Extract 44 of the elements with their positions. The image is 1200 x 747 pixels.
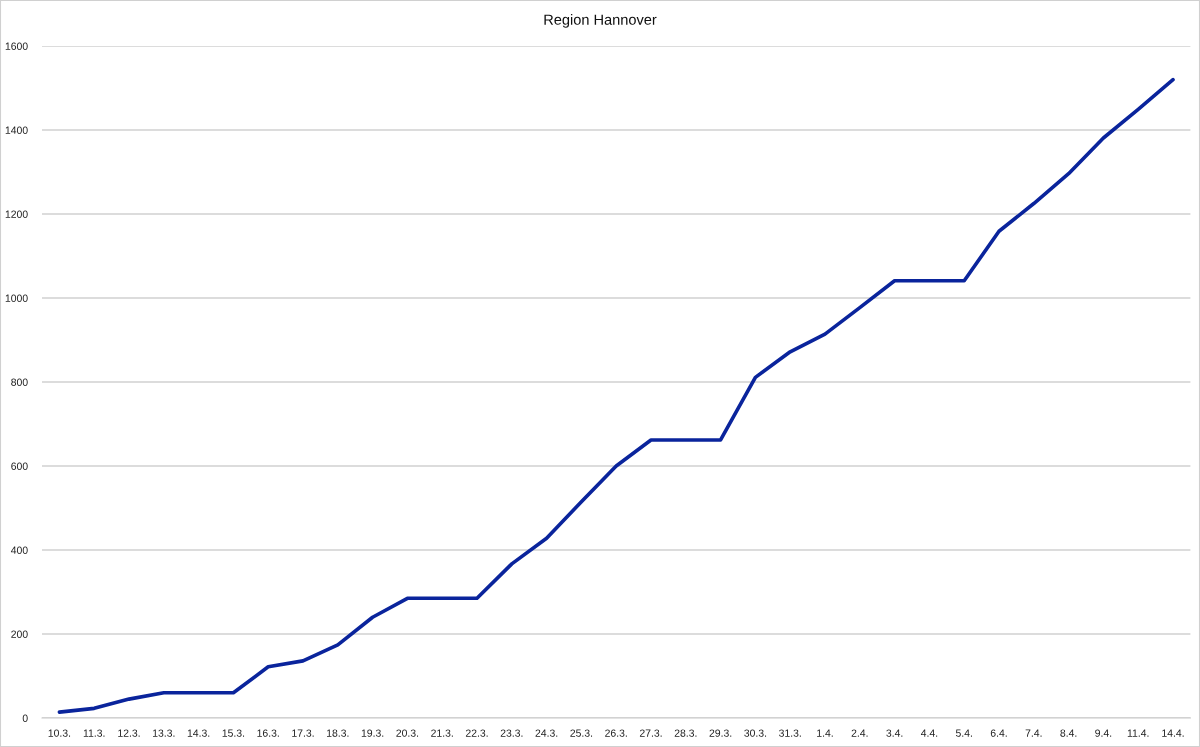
y-tick-label: 800	[11, 378, 28, 386]
x-tick-label: 16.3.	[257, 729, 279, 737]
x-tick-label: 6.4.	[990, 729, 1007, 737]
x-tick-label: 30.3.	[744, 729, 767, 737]
x-tick-label: 12.3.	[118, 729, 140, 737]
x-tick-label: 14.4.	[1162, 729, 1184, 737]
x-tick-label: 28.3.	[674, 729, 697, 737]
x-tick-label: 26.3.	[605, 729, 627, 737]
x-tick-label: 15.3.	[222, 729, 245, 737]
x-tick-label: 17.3.	[292, 729, 314, 737]
x-tick-label: 10.3.	[48, 729, 71, 737]
x-tick-label: 3.4.	[886, 729, 903, 737]
y-tick-label: 1200	[5, 210, 28, 218]
x-tick-label: 21.3.	[431, 729, 453, 737]
x-tick-label: 9.4.	[1095, 729, 1112, 737]
x-tick-label: 20.3.	[396, 729, 419, 737]
y-tick-label: 1000	[5, 294, 28, 302]
x-tick-label: 14.3.	[187, 729, 210, 737]
line-series	[57, 77, 1175, 714]
x-tick-label: 13.3.	[153, 729, 175, 737]
x-tick-label: 25.3.	[570, 729, 593, 737]
x-tick-label: 24.3.	[535, 729, 558, 737]
x-tick-label: 11.3.	[83, 729, 105, 737]
y-tick-label: 200	[11, 630, 28, 638]
x-tick-label: 5.4.	[955, 729, 972, 737]
y-tick-label: 1600	[5, 42, 28, 50]
x-tick-label: 23.3.	[500, 729, 523, 737]
x-tick-label: 7.4.	[1025, 729, 1042, 737]
y-tick-label: 0	[22, 714, 28, 722]
x-tick-label: 22.3.	[465, 729, 488, 737]
x-tick-label: 2.4.	[851, 729, 868, 737]
x-tick-label: 19.3.	[361, 729, 384, 737]
x-tick-label: 31.3.	[779, 729, 801, 737]
x-tick-label: 8.4.	[1060, 729, 1077, 737]
chart-title: Region Hannover	[544, 14, 657, 28]
y-tick-label: 1400	[5, 126, 28, 134]
x-tick-label: 29.3.	[709, 729, 732, 737]
x-tick-label: 4.4.	[920, 729, 938, 737]
x-tick-label: 1.4.	[817, 729, 833, 737]
y-tick-label: 400	[10, 546, 28, 554]
y-tick-label: 600	[11, 462, 28, 470]
x-tick-label: 18.3.	[327, 729, 349, 737]
x-tick-label: 11.4.	[1127, 729, 1149, 737]
x-tick-label: 27.3.	[639, 729, 662, 737]
